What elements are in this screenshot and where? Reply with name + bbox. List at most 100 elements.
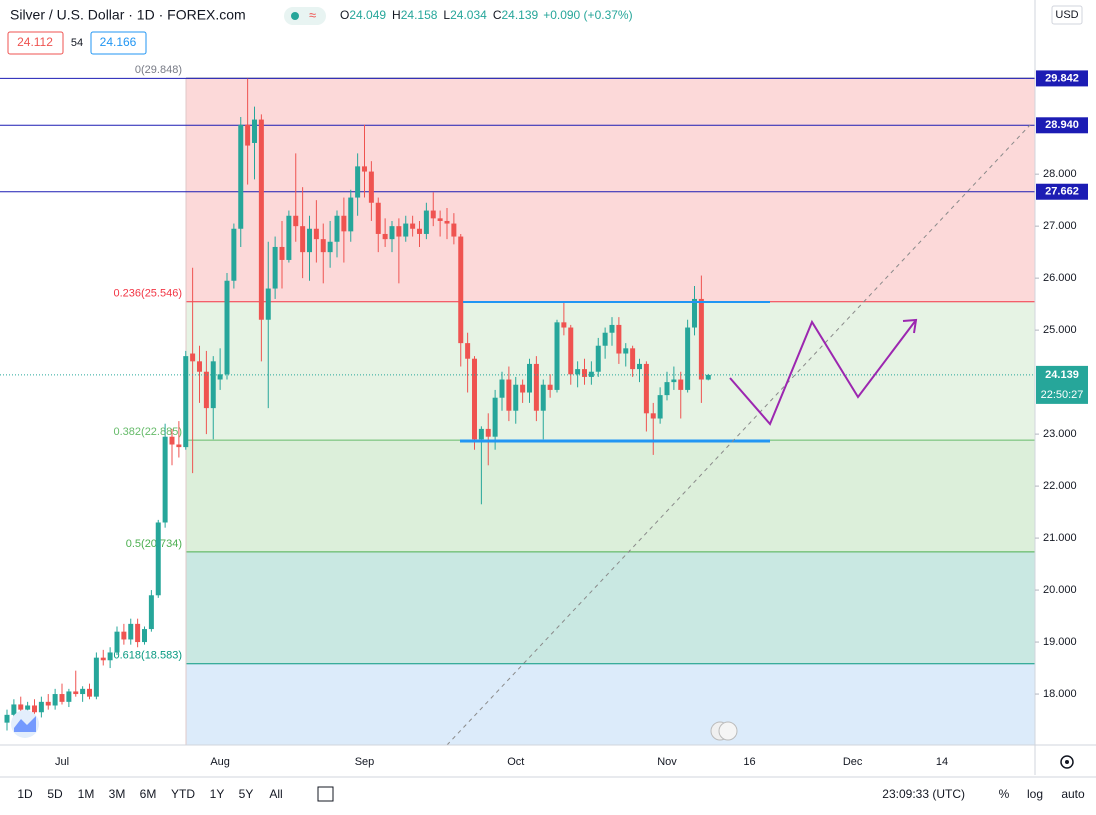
spread: 54 [71,37,83,49]
candle-body [300,226,306,253]
status-pill[interactable] [284,7,326,25]
candle-body [465,343,471,359]
candle-body [348,197,354,232]
candle-body [114,631,120,653]
candle-body [582,369,587,377]
candle-body [183,356,189,448]
plot-area: 0(29.848)0.236(25.546)0.382(22.885)0.5(2… [0,64,1035,745]
candle-body [272,246,278,289]
candle-body [18,704,24,710]
range-button[interactable]: 6M [140,787,157,801]
candle-body [527,363,532,393]
range-button[interactable]: All [269,787,282,801]
x-tick-label: Dec [843,756,863,768]
x-tick-label: Aug [210,756,230,768]
price-line-label-box [1036,117,1088,134]
drawings [11,124,1031,746]
fib-label: 0.5(20.734) [126,538,182,550]
range-button[interactable]: 1D [17,787,33,801]
countdown: 22:50:27 [1041,389,1084,401]
candle-body [375,202,381,234]
status-dot [291,12,299,20]
candle-body [561,322,567,328]
bottom-toolbar: 1D 5D 1M 3M 6M YTD 1Y 5Y All 23:09:33 (UTC)% log au… [17,786,1085,802]
candle-body [80,688,86,695]
event-badge [718,721,738,741]
x-tick-label: 14 [936,756,948,768]
fib-zone [186,301,1035,441]
ohlc-value: 24.139 [501,8,538,22]
candle-body [554,322,560,390]
candle-body [176,444,182,448]
ohlc-value: 24.034 [450,8,487,22]
date-range-icon[interactable] [317,786,334,802]
y-tick-label: 21.000 [1043,532,1077,544]
candle-body [692,298,697,328]
gear-center [1065,760,1069,764]
candle-body [231,228,237,281]
candle-body [66,691,72,702]
range-button[interactable]: YTD [171,787,195,801]
range-button[interactable]: 3M [109,787,126,801]
candle-body [513,384,519,411]
ohlc-key: H [392,8,401,22]
fib-zone [186,663,1035,745]
currency-box[interactable] [1051,5,1083,25]
range-button[interactable]: 5D [47,787,63,801]
range-button[interactable]: 5Y [239,787,254,801]
candle-body [540,384,546,411]
bid-price: 24.112 [17,35,53,49]
candle-body [245,124,251,146]
candle-body [4,714,10,723]
logo-mark [14,716,36,732]
candle-body [396,226,402,237]
scale-option[interactable]: % [999,787,1010,801]
candle-body [423,210,429,234]
candle-body [643,363,649,414]
ask-price: 24.166 [100,35,137,49]
candle-body [197,361,202,372]
y-tick-label: 26.000 [1043,272,1077,284]
range-button[interactable]: 1Y [210,787,225,801]
settings-icon[interactable] [1060,755,1074,769]
projection-arrowhead [902,318,918,334]
candle-body [520,384,526,393]
bid-box[interactable] [7,31,64,55]
candle-body [609,324,615,333]
y-tick-label: 22.000 [1043,480,1077,492]
candle-body [437,218,443,221]
scale-option[interactable]: auto [1061,787,1085,801]
currency: USD [1055,9,1078,21]
candle-body [162,436,168,523]
candle-body [389,226,395,240]
candle-body [685,327,691,390]
candle-body [52,694,58,706]
y-tick-label: 19.000 [1043,636,1077,648]
candle-body [575,369,581,375]
range-button[interactable]: 1M [78,787,95,801]
y-tick-label: 18.000 [1043,688,1077,700]
candle-body [93,657,99,697]
candle-body [451,223,457,237]
candle-body [73,691,79,695]
price-line-label: 28.940 [1045,119,1079,131]
candle-body [657,395,663,419]
ohlc-value: 24.049 [349,8,386,22]
candle-body [11,704,17,715]
candle-body [403,223,409,237]
candle-body [417,228,422,234]
candle-body [650,413,656,419]
candle-body [121,631,127,640]
candle-body [224,280,230,375]
candle-body [38,701,44,713]
last-price-label: 24.139 [1045,369,1079,381]
candle-body [616,324,622,354]
candle-body [341,215,347,232]
candle-body [671,379,677,383]
gear[interactable] [1060,755,1074,769]
candle-body [59,694,65,702]
ask-box[interactable] [90,31,147,55]
scale-option[interactable]: log [1027,787,1043,801]
candle-body [258,119,264,320]
